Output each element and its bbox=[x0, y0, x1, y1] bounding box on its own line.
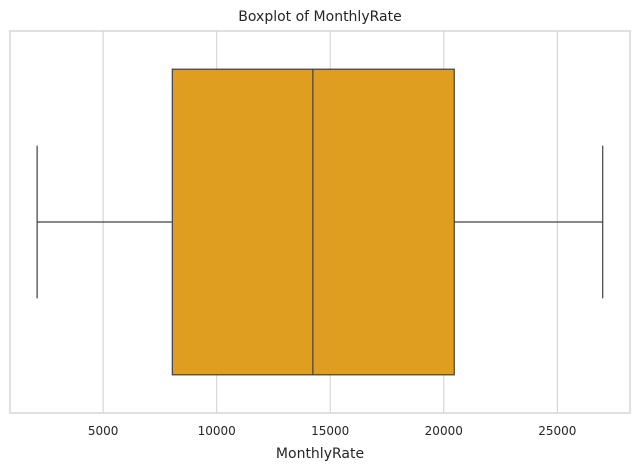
x-tick-label: 15000 bbox=[311, 424, 349, 438]
box-group bbox=[36, 68, 604, 376]
x-tick-label: 5000 bbox=[88, 424, 119, 438]
x-axis-label: MonthlyRate bbox=[276, 446, 364, 462]
x-tick-label: 20000 bbox=[425, 424, 463, 438]
x-tick-label: 25000 bbox=[538, 424, 576, 438]
x-tick-labels: 5000 10000 15000 20000 25000 bbox=[88, 424, 577, 438]
x-tick-label: 10000 bbox=[198, 424, 236, 438]
plot-area bbox=[9, 30, 631, 414]
chart-title: Boxplot of MonthlyRate bbox=[238, 9, 401, 25]
